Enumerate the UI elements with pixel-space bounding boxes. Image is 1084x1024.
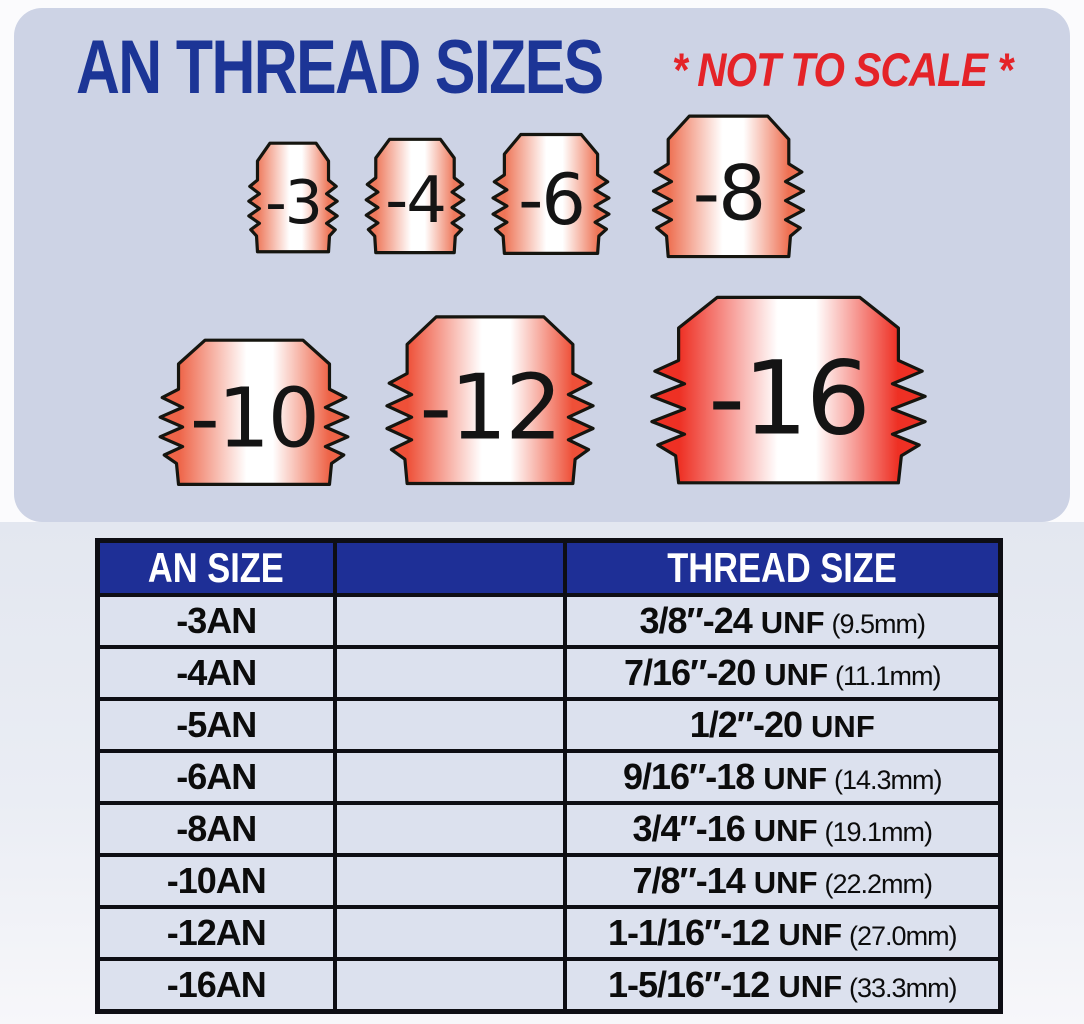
- spacer-cell: [332, 593, 567, 649]
- fitting-label: -12: [419, 355, 563, 461]
- thread-metric: (33.3mm): [849, 973, 958, 1003]
- fitting-label: -6: [518, 158, 586, 241]
- fitting-illustration-12: -12: [378, 312, 602, 490]
- thread-fraction: 1-5/16″-12: [607, 964, 770, 1005]
- threaded-fitting-shape: [488, 131, 614, 258]
- fitting-illustration-3: -3: [245, 140, 341, 256]
- spacer-cell: [332, 853, 567, 909]
- thread-metric: (11.1mm): [835, 661, 942, 691]
- fitting-illustration-8: -8: [647, 112, 810, 262]
- an-size-cell: -4AN: [95, 645, 337, 701]
- thread-standard: UNF: [753, 865, 818, 900]
- thread-standard: UNF: [763, 761, 828, 796]
- table-row: -6AN 9/16″-18 UNF (14.3mm): [95, 749, 1003, 805]
- threaded-fitting-shape: [152, 336, 356, 490]
- thread-fraction: 3/8″-24: [639, 600, 752, 641]
- threaded-fitting-shape: [378, 312, 602, 490]
- thread-fraction: 1/2″-20: [689, 704, 803, 745]
- an-thread-table: AN SIZE THREAD SIZE -3AN 3/8″-24 UNF (9.5mm…: [95, 538, 1003, 1014]
- fitting-label: -10: [190, 371, 320, 467]
- fitting-label: -3: [265, 167, 323, 238]
- spacer-cell: [332, 749, 567, 805]
- thread-size-cell: 1-5/16″-12 UNF (33.3mm): [562, 957, 1003, 1014]
- thread-standard: UNF: [778, 969, 843, 1004]
- thread-fraction: 7/16″-20: [623, 652, 756, 693]
- an-size-cell: -6AN: [95, 749, 337, 805]
- spacer-cell: [332, 957, 567, 1014]
- an-size-cell: -8AN: [95, 801, 337, 857]
- thread-size-cell: 1-1/16″-12 UNF (27.0mm): [562, 905, 1003, 961]
- an-size-cell: -5AN: [95, 697, 337, 753]
- thread-standard: UNF: [760, 605, 825, 640]
- thread-size-cell: 1/2″-20 UNF: [562, 697, 1003, 753]
- table-row: -4AN 7/16″-20 UNF (11.1mm): [95, 645, 1003, 701]
- not-to-scale-note: * NOT TO SCALE *: [672, 43, 1013, 96]
- thread-fraction: 3/4″-16: [632, 808, 745, 849]
- thread-standard: UNF: [811, 709, 875, 744]
- thread-metric: (22.2mm): [824, 869, 934, 899]
- fitting-illustration-4: -4: [362, 136, 468, 257]
- thread-size-cell: 3/4″-16 UNF (19.1mm): [562, 801, 1003, 857]
- header-panel: AN THREAD SIZES * NOT TO SCALE * -3 -4 -6 -…: [14, 8, 1070, 522]
- table-header-row: AN SIZE THREAD SIZE: [95, 538, 1003, 597]
- thread-size-cell: 7/16″-20 UNF (11.1mm): [562, 645, 1003, 701]
- thread-size-cell: 3/8″-24 UNF (9.5mm): [562, 593, 1003, 649]
- an-size-cell: -16AN: [95, 957, 337, 1014]
- threaded-fitting-shape: [647, 112, 810, 262]
- fitting-illustration-16: -16: [640, 292, 937, 490]
- threaded-fitting-shape: [245, 140, 341, 256]
- fitting-label: -16: [708, 339, 871, 459]
- col-header-an-size: AN SIZE: [95, 538, 337, 597]
- thread-standard: UNF: [778, 917, 843, 952]
- an-size-cell: -3AN: [95, 593, 337, 649]
- spacer-cell: [332, 801, 567, 857]
- fitting-label: -8: [692, 148, 767, 238]
- col-header-spacer: [332, 538, 567, 597]
- col-header-thread-size: THREAD SIZE: [562, 538, 1003, 597]
- threaded-fitting-shape: [640, 292, 937, 490]
- table-row: -8AN 3/4″-16 UNF (19.1mm): [95, 801, 1003, 857]
- thread-fraction: 1-1/16″-12: [607, 912, 770, 953]
- fitting-illustration-6: -6: [488, 131, 614, 258]
- an-size-cell: -12AN: [95, 905, 337, 961]
- thread-size-cell: 9/16″-18 UNF (14.3mm): [562, 749, 1003, 805]
- table-row: -16AN 1-5/16″-12 UNF (33.3mm): [95, 957, 1003, 1014]
- thread-size-cell: 7/8″-14 UNF (22.2mm): [562, 853, 1003, 909]
- thread-metric: (9.5mm): [831, 609, 926, 639]
- thread-standard: UNF: [753, 813, 818, 848]
- an-size-cell: -10AN: [95, 853, 337, 909]
- thread-fraction: 7/8″-14: [632, 860, 745, 901]
- thread-metric: (14.3mm): [834, 765, 943, 795]
- threaded-fitting-shape: [362, 136, 468, 257]
- table-row: -3AN 3/8″-24 UNF (9.5mm): [95, 593, 1003, 649]
- page-title: AN THREAD SIZES: [76, 25, 604, 110]
- spacer-cell: [332, 645, 567, 701]
- table-row: -10AN 7/8″-14 UNF (22.2mm): [95, 853, 1003, 909]
- table-row: -5AN 1/2″-20 UNF: [95, 697, 1003, 753]
- thread-standard: UNF: [764, 657, 829, 692]
- thread-metric: (27.0mm): [849, 921, 958, 951]
- spacer-cell: [332, 697, 567, 753]
- table-row: -12AN 1-1/16″-12 UNF (27.0mm): [95, 905, 1003, 961]
- spacer-cell: [332, 905, 567, 961]
- fitting-label: -4: [385, 164, 447, 239]
- fitting-illustration-10: -10: [152, 336, 356, 490]
- thread-fraction: 9/16″-18: [622, 756, 755, 797]
- thread-metric: (19.1mm): [824, 817, 934, 847]
